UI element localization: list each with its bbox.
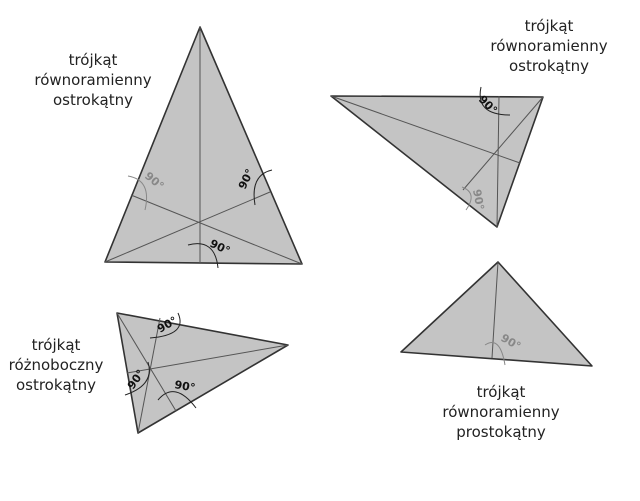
label-line: równoramienny: [490, 37, 608, 55]
label-line: różnoboczny: [8, 356, 104, 374]
label-line: ostrokątny: [508, 57, 590, 75]
label-triangle-2: trójkąt równoramienny ostrokątny: [474, 16, 624, 76]
angle-label: 90°: [173, 378, 196, 394]
label-line: ostrokątny: [15, 376, 97, 394]
label-line: trójkąt: [31, 336, 81, 354]
triangle-2: 90° 90°: [330, 86, 544, 228]
triangle-4: 90°: [400, 261, 593, 367]
label-line: trójkąt: [524, 17, 574, 35]
triangle-3: 90° 90° 90°: [116, 312, 289, 434]
label-line: równoramienny: [34, 71, 152, 89]
label-line: trójkąt: [476, 383, 526, 401]
label-line: równoramienny: [442, 403, 560, 421]
label-line: ostrokątny: [52, 91, 134, 109]
label-triangle-3: trójkąt różnoboczny ostrokątny: [0, 335, 112, 395]
angle-label: 90°: [470, 188, 486, 211]
label-line: trójkąt: [68, 51, 118, 69]
label-triangle-4: trójkąt równoramienny prostokątny: [426, 382, 576, 442]
label-triangle-1: trójkąt równoramienny ostrokątny: [18, 50, 168, 110]
label-line: prostokątny: [456, 423, 546, 441]
triangle-1: 90° 90° 90°: [104, 26, 303, 269]
